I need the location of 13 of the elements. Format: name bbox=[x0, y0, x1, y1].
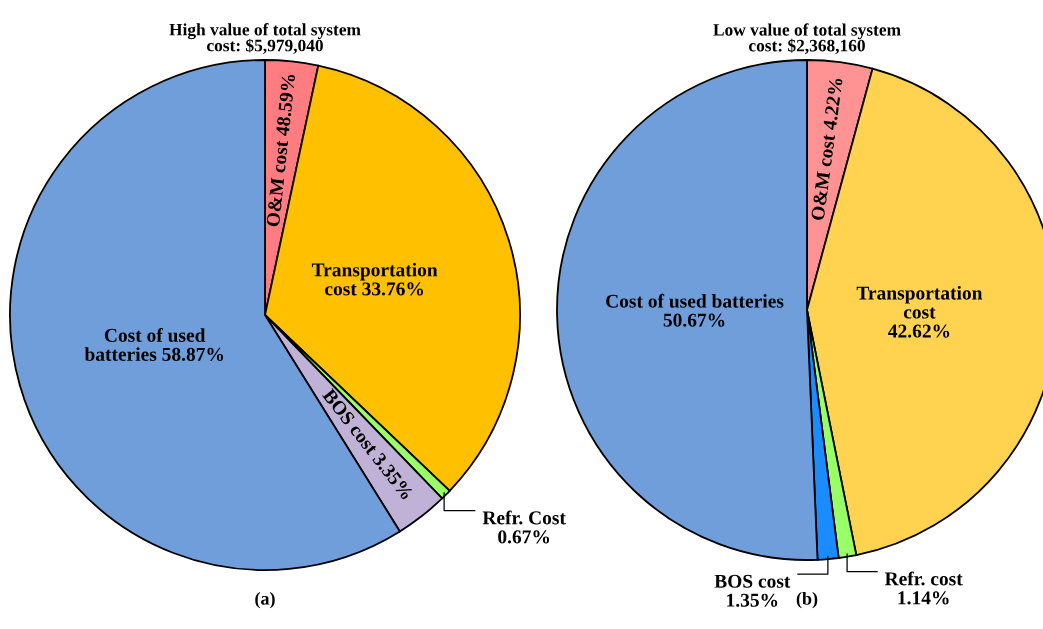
slice-label: Refr. Cost 0.67% bbox=[482, 510, 566, 544]
slice-label: Cost of used batteries 50.67% bbox=[606, 293, 784, 327]
text: (a) bbox=[255, 592, 275, 609]
slice-label: O&M cost 48.59% bbox=[266, 74, 296, 227]
slice-label: BOS cost 1.35% bbox=[714, 574, 791, 607]
chart-title: Low value of total system cost: $2,368,160 bbox=[713, 23, 901, 54]
chart-title: High value of total system cost: $5,979,040 bbox=[169, 23, 361, 54]
slice-label: Refr. cost 1.14% bbox=[884, 571, 963, 605]
text: (b) bbox=[796, 592, 818, 609]
slice-label: Cost of used batteries 58.87% bbox=[84, 328, 224, 362]
slice-label: O&M cost 4.22% bbox=[810, 77, 843, 221]
slice-label: Transportation cost 42.62% bbox=[856, 285, 983, 338]
slice-label: Transportation cost 33.76% bbox=[311, 262, 438, 296]
